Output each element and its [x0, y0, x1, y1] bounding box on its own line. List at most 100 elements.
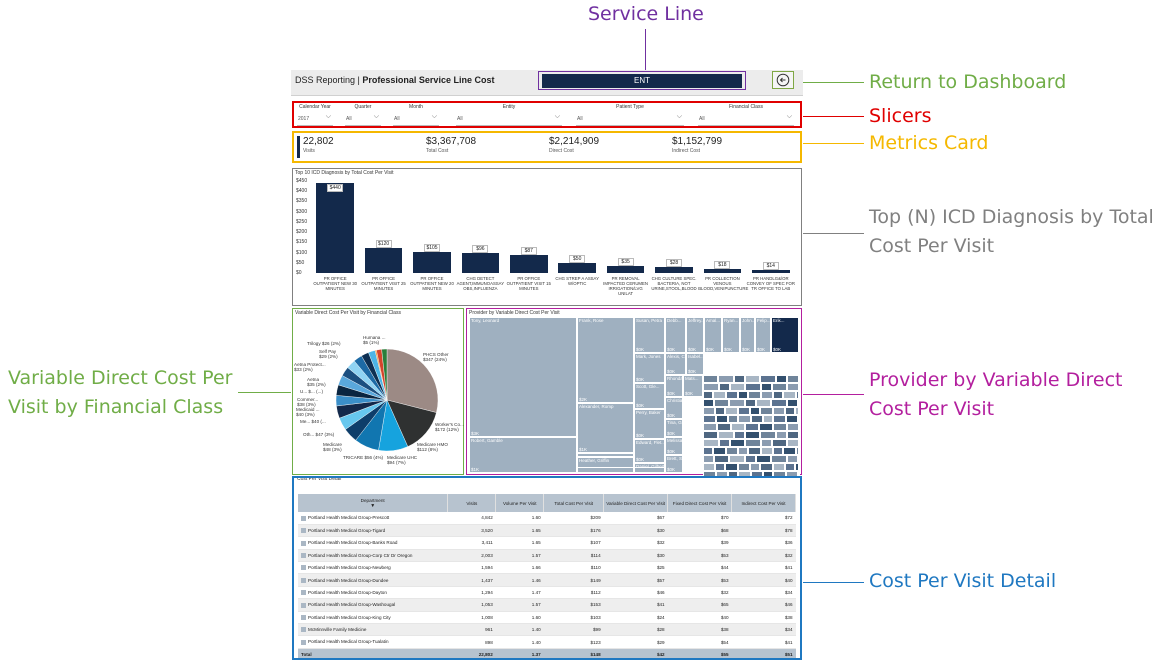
treemap-small-cell[interactable]	[756, 455, 771, 463]
treemap-small-cell[interactable]	[798, 399, 800, 407]
row-expand-icon[interactable]	[301, 614, 306, 620]
treemap-cell[interactable]: Melissa, B... $0K	[665, 437, 683, 455]
treemap-cell[interactable]: Susan, Petra $0K	[634, 317, 665, 353]
treemap-cell[interactable]: Robert, Gamble $1K	[469, 437, 577, 473]
treemap-small-cell[interactable]	[761, 447, 773, 455]
treemap-small-cell[interactable]	[756, 399, 771, 407]
row-expand-icon[interactable]	[301, 553, 306, 558]
treemap-small-cell[interactable]	[760, 407, 773, 415]
treemap-cell[interactable]: Felip... $0K	[755, 317, 771, 353]
treemap-small-cell[interactable]	[798, 471, 800, 479]
slicer-entity[interactable]: Entity All ⌵	[454, 103, 564, 127]
bar[interactable]	[751, 270, 790, 273]
bar[interactable]	[364, 248, 403, 273]
treemap-cell[interactable]: Erik... $0K	[771, 317, 799, 353]
bar[interactable]	[413, 251, 451, 273]
treemap-small-cell[interactable]	[787, 455, 798, 463]
treemap-small-cell[interactable]	[714, 399, 729, 407]
treemap-small-cell[interactable]	[703, 407, 715, 415]
treemap-cell[interactable]: Mark, Jones $0K	[634, 353, 665, 383]
column-header-total-cost[interactable]: Total Cost Per Visit	[543, 494, 605, 512]
treemap-cell[interactable]: John... $0K	[740, 317, 755, 353]
treemap-small-cell[interactable]	[748, 447, 761, 455]
treemap-small-cell[interactable]	[703, 383, 719, 391]
row-expand-icon[interactable]	[301, 590, 306, 596]
column-header-variable-direct[interactable]: Variable Direct Cost Per Visit	[603, 494, 669, 512]
treemap-small-cell[interactable]	[713, 447, 726, 455]
treemap-small-cell[interactable]	[714, 455, 729, 463]
table-row[interactable]: Portland Health Medical Group-Prescott 4,…	[298, 512, 796, 525]
treemap-small-cell[interactable]	[715, 407, 725, 415]
treemap-small-cell[interactable]	[787, 439, 799, 447]
treemap-small-cell[interactable]	[728, 471, 738, 479]
treemap-cell[interactable]: Isabel... $0K	[686, 353, 704, 375]
treemap-small-cell[interactable]	[761, 383, 772, 391]
treemap-small-cell[interactable]	[738, 471, 751, 479]
treemap-cell[interactable]: Christian... $0K	[665, 397, 683, 419]
table-row[interactable]: McMinnville Family Medicine 961 1.40 $99 $28…	[298, 623, 796, 637]
treemap-cell[interactable]: Perry, Baker $0K	[634, 409, 665, 439]
pie-slice[interactable]	[381, 348, 388, 401]
treemap-small-cell[interactable]	[703, 439, 719, 447]
bar[interactable]	[461, 253, 500, 273]
row-expand-icon[interactable]	[301, 565, 306, 571]
treemap-small-cell[interactable]	[773, 447, 783, 455]
return-dashboard-button[interactable]	[772, 71, 794, 89]
treemap-small-cell[interactable]	[748, 391, 761, 399]
row-expand-icon[interactable]	[301, 602, 306, 608]
treemap-small-cell[interactable]	[745, 383, 761, 391]
pie-slice[interactable]	[386, 348, 439, 413]
treemap-small-cell[interactable]	[729, 399, 745, 407]
treemap-small-cell[interactable]	[771, 455, 787, 463]
slicer-patient-type[interactable]: Patient Type All ⌵	[574, 103, 686, 127]
treemap-cell[interactable]: Rhonda... $0K	[665, 375, 683, 397]
treemap-small-cell[interactable]	[772, 439, 787, 447]
treemap-cell[interactable]: Scott, Gle... $0K	[634, 383, 665, 409]
treemap-small-cell[interactable]	[734, 375, 745, 383]
treemap-small-cell[interactable]	[745, 375, 760, 383]
treemap-small-cell[interactable]	[719, 439, 730, 447]
treemap-small-cell[interactable]	[761, 391, 773, 399]
treemap-small-cell[interactable]	[726, 447, 738, 455]
treemap-small-cell[interactable]	[785, 463, 795, 471]
treemap-small-cell[interactable]	[745, 439, 761, 447]
bar[interactable]	[509, 255, 548, 273]
treemap-small-cell[interactable]	[776, 431, 787, 439]
treemap-cell[interactable]	[577, 453, 634, 457]
treemap-small-cell[interactable]	[738, 391, 748, 399]
treemap-small-cell[interactable]	[773, 463, 785, 471]
treemap-cell[interactable]: Ryan... $0K	[722, 317, 740, 353]
treemap-small-cell[interactable]	[703, 431, 718, 439]
table-row[interactable]: Portland Health Medical Group-Tualatin 89…	[298, 635, 796, 649]
table-row[interactable]: Portland Health Medical Group-Banks Road…	[298, 536, 796, 550]
treemap-small-cell[interactable]	[745, 423, 759, 431]
table-row[interactable]: Portland Health Medical Group-Dundee 1,43…	[298, 573, 796, 587]
treemap-small-cell[interactable]	[716, 471, 728, 479]
treemap-cell[interactable]: Tony, Leonard $3K	[469, 317, 577, 437]
treemap-small-cell[interactable]	[745, 431, 760, 439]
treemap-small-cell[interactable]	[787, 399, 798, 407]
row-expand-icon[interactable]	[301, 627, 306, 633]
bar[interactable]	[703, 269, 742, 273]
treemap-small-cell[interactable]	[703, 423, 717, 431]
treemap-small-cell[interactable]	[787, 431, 799, 439]
treemap-small-cell[interactable]	[776, 375, 787, 383]
row-expand-icon[interactable]	[301, 540, 306, 546]
bar[interactable]	[655, 267, 693, 273]
treemap-small-cell[interactable]	[787, 383, 799, 391]
treemap-small-cell[interactable]	[703, 455, 714, 463]
treemap-small-cell[interactable]	[772, 383, 787, 391]
treemap-small-cell[interactable]	[745, 399, 756, 407]
treemap-small-cell[interactable]	[761, 439, 772, 447]
treemap-small-cell[interactable]	[738, 463, 750, 471]
row-expand-icon[interactable]	[301, 639, 306, 645]
treemap-small-cell[interactable]	[787, 423, 799, 431]
treemap-small-cell[interactable]	[783, 447, 796, 455]
treemap-small-cell[interactable]	[773, 391, 783, 399]
treemap-small-cell[interactable]	[745, 455, 756, 463]
slicer-month[interactable]: Month All ⌵	[391, 103, 441, 127]
treemap-cell[interactable]: Alexis, Co... $0K	[665, 353, 686, 375]
treemap-small-cell[interactable]	[703, 391, 713, 399]
table-row[interactable]: Portland Health Medical Group-Dayton 1,29…	[298, 586, 796, 600]
treemap-small-cell[interactable]	[716, 415, 728, 423]
